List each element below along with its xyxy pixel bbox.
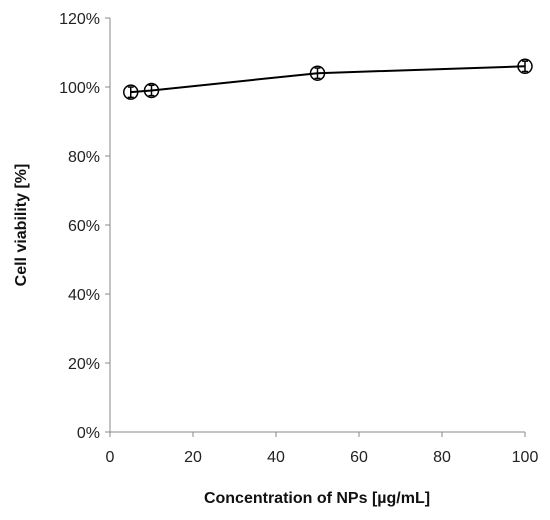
- y-ticks: 0% 20% 40% 60% 80% 100% 120%: [59, 11, 110, 442]
- data-point-marker: [517, 58, 533, 75]
- data-point-marker: [143, 82, 160, 99]
- data-point-marker: [309, 65, 326, 81]
- data-point-marker: [123, 84, 139, 100]
- series-layer: [123, 58, 533, 100]
- x-tick-label: 100: [512, 449, 539, 466]
- series-line: [130, 65, 526, 94]
- y-tick-label: 40%: [68, 287, 100, 304]
- y-tick-label: 60%: [68, 218, 100, 235]
- y-tick-label: 20%: [68, 356, 100, 373]
- x-tick-label: 0: [106, 449, 115, 466]
- y-axis-title: Cell viability [%]: [13, 164, 30, 287]
- x-axis-title: Concentration of NPs [µg/mL]: [204, 490, 430, 507]
- x-tick-label: 80: [433, 449, 451, 466]
- y-tick-label: 80%: [68, 149, 100, 166]
- y-tick-label: 0%: [77, 425, 100, 442]
- x-tick-label: 60: [350, 449, 368, 466]
- x-tick-label: 40: [267, 449, 285, 466]
- x-tick-label: 20: [184, 449, 202, 466]
- y-tick-label: 100%: [59, 80, 100, 97]
- x-ticks: 0 20 40 60 80 100: [106, 432, 539, 466]
- y-tick-label: 120%: [59, 11, 100, 28]
